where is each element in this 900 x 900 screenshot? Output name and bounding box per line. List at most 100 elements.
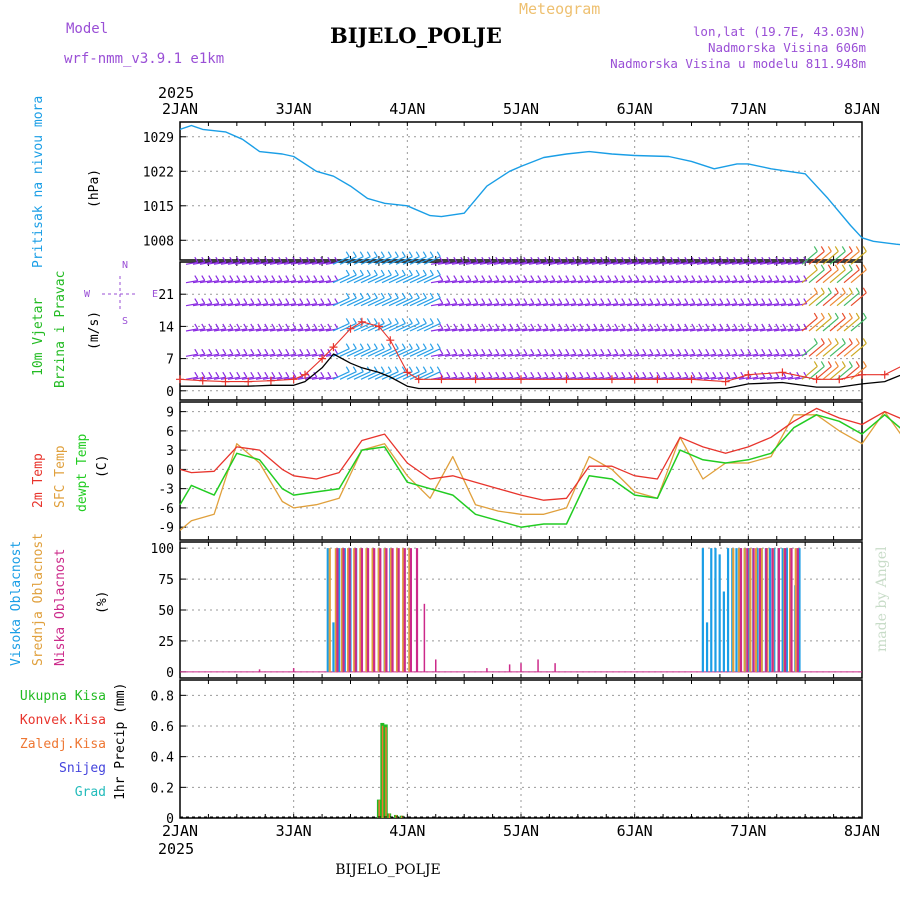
wind-barb	[717, 303, 730, 307]
wind-barb-flag	[215, 323, 220, 330]
wind-barb	[815, 342, 832, 357]
wind-barb	[297, 280, 310, 284]
wind-barb-flag	[754, 298, 759, 304]
wind-barb	[360, 256, 378, 265]
wind-barb-flag	[698, 348, 703, 355]
wind-barb-flag	[236, 256, 241, 263]
pressure-axis-title: Pritisak na nivou mora	[31, 96, 46, 268]
wind-barb-flag	[422, 366, 427, 373]
wind-barb-flag	[670, 275, 675, 281]
wind-barb	[619, 303, 632, 307]
wind-barb	[486, 303, 499, 307]
wind-barb-flag	[747, 323, 752, 330]
wind-barb-flag	[607, 256, 612, 263]
wind-barb-flag	[366, 251, 371, 258]
wind-barb	[318, 328, 331, 332]
wind-barb	[577, 328, 590, 332]
wind-barb-flag	[796, 298, 801, 304]
wind-barb	[542, 280, 555, 284]
wind-barb-flag	[841, 312, 846, 319]
wind-barb-flag	[726, 275, 731, 281]
wind-barb	[731, 353, 744, 357]
wind-barb	[654, 303, 667, 307]
wind-barb-flag	[394, 292, 399, 299]
wind-barb-flag	[558, 298, 563, 304]
wind-barb	[717, 280, 730, 284]
wind-barb-flag	[691, 298, 696, 304]
wind-barb	[493, 353, 506, 357]
wind-barb-flag	[537, 371, 542, 378]
wind-barb-flag	[460, 256, 465, 263]
wind-barb	[724, 261, 737, 265]
wind-barb-flag	[446, 298, 451, 304]
wind-barb-flag	[719, 275, 724, 281]
wind-barb	[542, 328, 555, 332]
wind-barb	[381, 256, 399, 265]
wind-barb	[514, 353, 527, 357]
wind-barb	[738, 353, 751, 357]
precip-legend-item: Snijeg	[59, 761, 106, 776]
t2m-line	[179, 407, 900, 501]
wind-barb-flag	[201, 348, 206, 355]
wind-barb	[395, 322, 413, 332]
wind-barb	[465, 280, 478, 284]
wind-barb-flag	[222, 256, 227, 263]
wind-barb	[668, 261, 681, 265]
wind-barb	[395, 297, 413, 307]
wind-barb-flag	[600, 275, 605, 281]
wind-barb-flag	[271, 371, 276, 378]
wind-barb	[535, 353, 548, 357]
wind-barb-flag	[271, 275, 276, 281]
wind-barb	[759, 353, 772, 357]
wind-barb	[437, 328, 450, 332]
wind-barb	[493, 280, 506, 284]
wind-barb	[283, 261, 296, 265]
wind-barb-flag	[614, 348, 619, 355]
wind-barb-flag	[201, 256, 206, 263]
wind-barb	[437, 303, 450, 307]
wind-barb-flag	[551, 323, 556, 330]
wind-barb-flag	[436, 343, 441, 350]
wind-barb-flag	[586, 256, 591, 263]
panel-frame	[179, 679, 863, 819]
wind-barb-flag	[768, 298, 773, 304]
wind-barb	[591, 303, 604, 307]
wind-barb-flag	[848, 361, 853, 367]
wind-barb-flag	[257, 371, 262, 378]
wind-barb	[514, 261, 527, 265]
wind-barb	[388, 256, 406, 265]
wind-barb-flag	[208, 323, 213, 330]
wind-barb	[255, 261, 268, 265]
wind-barb	[836, 317, 853, 332]
wind-barb-flag	[712, 256, 717, 263]
wind-barb-flag	[257, 348, 262, 355]
lonlat-label: lon,lat (19.7E, 43.03N)	[693, 24, 866, 39]
wind-barb-flag	[726, 371, 731, 378]
wind-barb	[472, 353, 485, 357]
low-cloud-axis-title: Niska Oblacnost	[53, 549, 68, 666]
wind-barb-flag	[827, 361, 832, 367]
precip-legend-item: Konvek.Kisa	[20, 713, 106, 728]
wind-barb	[745, 280, 758, 284]
wind-barb	[269, 261, 282, 265]
bottom-tick-label: 3JAN	[276, 822, 312, 840]
wind-barb	[318, 376, 331, 380]
wind-barb	[801, 250, 818, 265]
wind-barb-flag	[600, 348, 605, 355]
wind-barb	[738, 328, 751, 332]
wind-barb	[430, 303, 443, 307]
wind-gust-marker	[630, 375, 639, 384]
wind-barb	[612, 280, 625, 284]
wind-barb-flag	[712, 371, 717, 378]
wind-barb-flag	[820, 361, 825, 367]
wind-barb-flag	[250, 371, 255, 378]
wind-barb-flag	[649, 323, 654, 330]
wind-barb	[703, 376, 716, 380]
wind-barb-flag	[373, 269, 378, 276]
wind-barb-flag	[572, 371, 577, 378]
wind-barb-flag	[841, 361, 846, 367]
pressure-panel: 1008 1015 1022 1029	[143, 121, 900, 261]
wind-barb-flag	[698, 275, 703, 281]
wind-barb-flag	[572, 298, 577, 304]
wind-barb-flag	[628, 323, 633, 330]
